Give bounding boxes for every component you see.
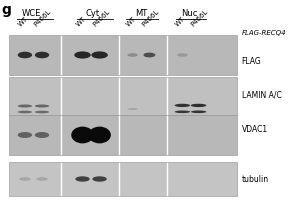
Text: P466L: P466L: [92, 9, 111, 28]
Ellipse shape: [175, 110, 190, 113]
Ellipse shape: [191, 110, 206, 113]
Ellipse shape: [18, 104, 32, 108]
Text: WT: WT: [174, 16, 186, 28]
Ellipse shape: [35, 52, 49, 58]
Text: P466L: P466L: [190, 9, 209, 28]
Ellipse shape: [35, 111, 49, 113]
Ellipse shape: [18, 52, 32, 58]
Ellipse shape: [18, 111, 32, 113]
Text: WT: WT: [125, 16, 137, 28]
Ellipse shape: [127, 108, 138, 110]
Ellipse shape: [92, 51, 108, 59]
Text: FLAG-RECQ4: FLAG-RECQ4: [242, 30, 286, 36]
Ellipse shape: [92, 176, 107, 182]
Ellipse shape: [88, 127, 111, 143]
Text: FLAG: FLAG: [242, 56, 261, 66]
Ellipse shape: [18, 132, 32, 138]
Text: WT: WT: [75, 16, 87, 28]
Text: VDAC1: VDAC1: [242, 126, 268, 134]
Text: P466L: P466L: [141, 9, 160, 28]
Text: MT: MT: [135, 9, 147, 18]
Text: Cyt: Cyt: [86, 9, 100, 18]
Ellipse shape: [75, 176, 90, 182]
Ellipse shape: [71, 127, 94, 143]
Text: P466L: P466L: [33, 9, 52, 28]
Text: tubulin: tubulin: [242, 176, 268, 184]
Ellipse shape: [19, 177, 31, 181]
Ellipse shape: [177, 53, 188, 57]
Text: g: g: [2, 3, 11, 17]
Ellipse shape: [74, 51, 91, 59]
Text: Nuc: Nuc: [181, 9, 197, 18]
Ellipse shape: [175, 104, 190, 107]
Ellipse shape: [36, 177, 48, 181]
Bar: [9, 35, 237, 75]
Bar: [9, 77, 237, 115]
Ellipse shape: [35, 132, 49, 138]
Bar: [9, 162, 237, 196]
Ellipse shape: [191, 104, 206, 107]
Ellipse shape: [35, 104, 49, 108]
Ellipse shape: [143, 53, 155, 57]
Text: WT: WT: [17, 16, 29, 28]
Text: WCE: WCE: [22, 9, 41, 18]
Text: LAMIN A/C: LAMIN A/C: [242, 90, 281, 99]
Bar: [9, 115, 237, 155]
Ellipse shape: [127, 53, 138, 57]
